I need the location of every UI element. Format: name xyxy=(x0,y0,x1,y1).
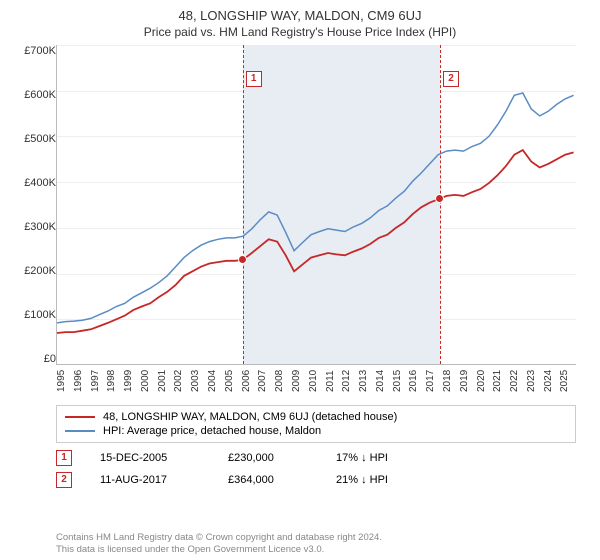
x-tick-label: 2008 xyxy=(274,365,291,399)
x-tick-label: 1999 xyxy=(123,365,140,399)
x-tick-label: 1998 xyxy=(106,365,123,399)
x-tick-label: 2012 xyxy=(341,365,358,399)
footer-attribution: Contains HM Land Registry data © Crown c… xyxy=(56,532,382,556)
x-tick-label: 2023 xyxy=(526,365,543,399)
x-tick-label: 2022 xyxy=(509,365,526,399)
page-subtitle: Price paid vs. HM Land Registry's House … xyxy=(12,25,588,39)
footer-line1: Contains HM Land Registry data © Crown c… xyxy=(56,532,382,544)
x-tick-label: 2003 xyxy=(190,365,207,399)
x-tick-label: 2007 xyxy=(257,365,274,399)
y-tick-label: £300K xyxy=(24,221,56,233)
sale-delta: 17% ↓ HPI xyxy=(336,452,388,464)
sale-row: 1 15-DEC-2005 £230,000 17% ↓ HPI xyxy=(56,447,576,469)
y-tick-label: £100K xyxy=(24,309,56,321)
sale-flag: 1 xyxy=(56,450,72,466)
x-tick-label: 2009 xyxy=(291,365,308,399)
sale-date: 15-DEC-2005 xyxy=(100,452,200,464)
y-tick-label: £600K xyxy=(24,89,56,101)
x-tick-label: 1995 xyxy=(56,365,73,399)
x-tick-label: 2015 xyxy=(392,365,409,399)
legend-swatch xyxy=(65,430,95,432)
legend-label: HPI: Average price, detached house, Mald… xyxy=(103,425,321,437)
x-tick-label: 2019 xyxy=(459,365,476,399)
legend-label: 48, LONGSHIP WAY, MALDON, CM9 6UJ (detac… xyxy=(103,411,397,423)
legend: 48, LONGSHIP WAY, MALDON, CM9 6UJ (detac… xyxy=(56,405,576,443)
y-axis: £700K £600K £500K £400K £300K £200K £100K £0 xyxy=(12,45,56,365)
sale-price: £230,000 xyxy=(228,452,308,464)
x-axis: 1995199619971998199920002001200220032004… xyxy=(56,365,576,399)
y-tick-label: £0 xyxy=(44,353,56,365)
x-tick-label: 2000 xyxy=(140,365,157,399)
legend-swatch xyxy=(65,416,95,418)
y-tick-label: £700K xyxy=(24,45,56,57)
series-hpi xyxy=(57,93,574,323)
x-tick-label: 1997 xyxy=(90,365,107,399)
x-tick-label: 1996 xyxy=(73,365,90,399)
sale-row: 2 11-AUG-2017 £364,000 21% ↓ HPI xyxy=(56,469,576,491)
x-tick-label: 2025 xyxy=(559,365,576,399)
x-tick-label: 2021 xyxy=(492,365,509,399)
y-tick-label: £500K xyxy=(24,133,56,145)
legend-item: HPI: Average price, detached house, Mald… xyxy=(65,424,567,438)
legend-item: 48, LONGSHIP WAY, MALDON, CM9 6UJ (detac… xyxy=(65,410,567,424)
x-tick-label: 2006 xyxy=(241,365,258,399)
sale-flag: 2 xyxy=(56,472,72,488)
x-tick-label: 2018 xyxy=(442,365,459,399)
x-tick-label: 2020 xyxy=(476,365,493,399)
sale-date: 11-AUG-2017 xyxy=(100,474,200,486)
footer-line2: This data is licensed under the Open Gov… xyxy=(56,544,382,556)
x-tick-label: 2014 xyxy=(375,365,392,399)
x-tick-label: 2024 xyxy=(543,365,560,399)
sale-delta: 21% ↓ HPI xyxy=(336,474,388,486)
x-tick-label: 2016 xyxy=(408,365,425,399)
chart-plot: 12 xyxy=(56,45,576,365)
series-price_paid xyxy=(57,150,574,333)
x-tick-label: 2017 xyxy=(425,365,442,399)
x-tick-label: 2001 xyxy=(157,365,174,399)
x-tick-label: 2005 xyxy=(224,365,241,399)
x-tick-label: 2013 xyxy=(358,365,375,399)
x-tick-label: 2004 xyxy=(207,365,224,399)
y-tick-label: £200K xyxy=(24,265,56,277)
chart-lines xyxy=(57,45,576,365)
page-title: 48, LONGSHIP WAY, MALDON, CM9 6UJ xyxy=(12,8,588,23)
x-tick-label: 2010 xyxy=(308,365,325,399)
sale-price: £364,000 xyxy=(228,474,308,486)
x-tick-label: 2011 xyxy=(325,365,342,399)
x-tick-label: 2002 xyxy=(173,365,190,399)
sales-table: 1 15-DEC-2005 £230,000 17% ↓ HPI 2 11-AUG-201… xyxy=(56,447,576,491)
y-tick-label: £400K xyxy=(24,177,56,189)
